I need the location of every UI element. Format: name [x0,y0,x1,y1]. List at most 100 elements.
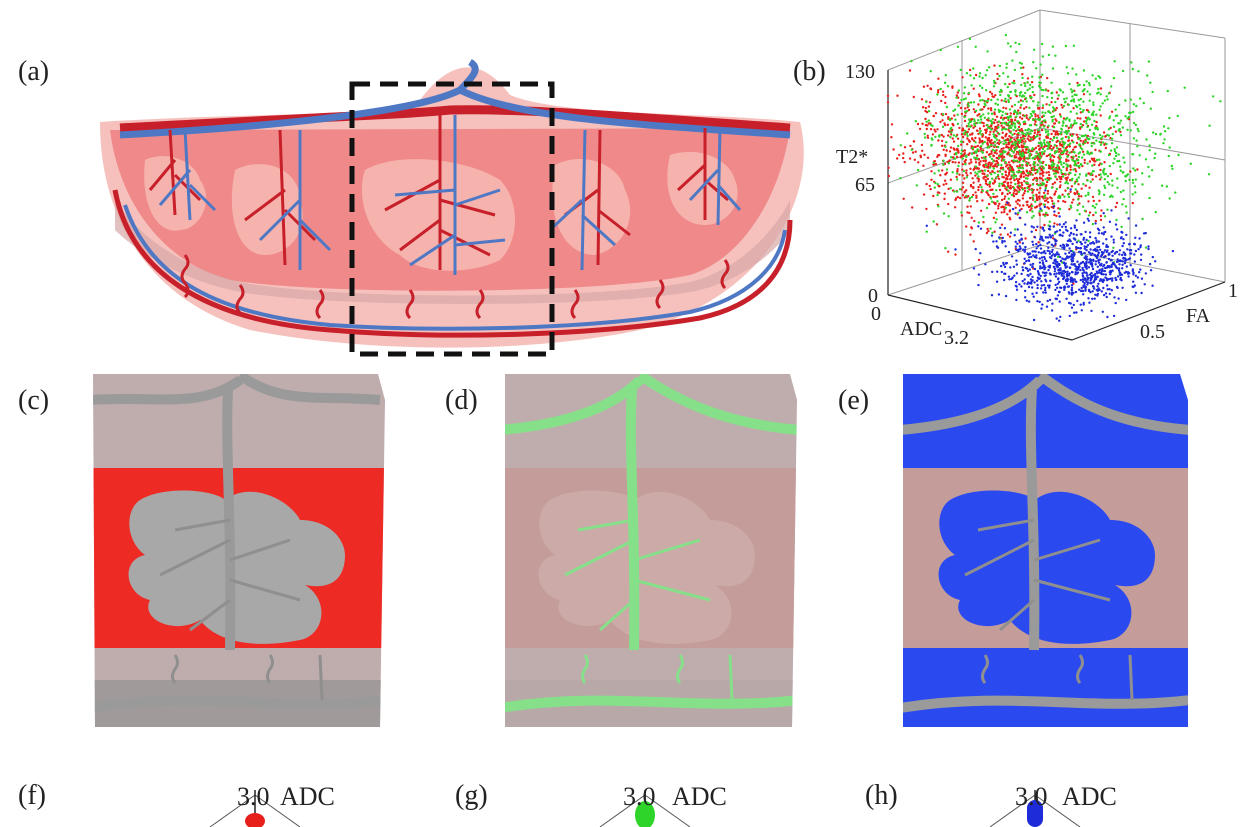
scatter-point [1006,192,1009,196]
scatter-point [1046,201,1050,204]
scatter-point [974,136,977,140]
scatter-point [991,118,994,121]
scatter-point [1036,114,1040,117]
scatter-point [965,189,968,192]
scatter-point [1008,135,1011,138]
scatter-point [976,154,979,157]
scatter-point [969,205,972,208]
scatter-point [963,177,966,180]
scatter-point [995,115,999,119]
scatter-point [1053,222,1056,225]
scatter-point [1036,131,1040,134]
scatter-point [1026,146,1029,149]
scatter-point [976,144,980,148]
scatter-point [1046,213,1049,217]
scatter-point [961,163,964,166]
scatter-point [965,132,969,135]
scatter-point [983,140,986,144]
scatter-point [1000,206,1003,209]
scatter-point [1165,185,1169,188]
scatter-point [1037,241,1040,244]
scatter-point [1046,96,1049,99]
scatter-point [1005,143,1008,146]
scatter-point [918,127,922,131]
scatter-point [944,112,948,116]
scatter-point [1044,111,1047,115]
scatter-point [966,205,969,208]
scatter-point [1114,130,1118,133]
scatter-point [1003,197,1006,201]
scatter-point [912,140,916,143]
scatter-point [961,168,964,171]
scatter-point [922,164,925,167]
scatter-point [944,153,947,156]
scatter-point [980,186,983,189]
scatter-point [977,178,981,181]
scatter-point [1100,176,1103,179]
scatter-point [999,233,1002,236]
scatter-point [977,258,981,262]
scatter-point [1041,179,1045,182]
scatter-point [942,212,946,215]
scatter-point [977,185,980,189]
scatter-point [1062,165,1065,169]
scatter-point [958,196,962,200]
scatter-point [1005,62,1008,66]
scatter-point [987,193,990,197]
scatter-point [1075,73,1078,76]
scatter-point [1006,163,1009,167]
scatter-point [945,182,948,185]
scatter-point [978,84,982,88]
scatter-point [1002,142,1006,146]
scatter-point [1012,186,1016,190]
scatter-point [992,192,995,196]
scatter-point [1061,193,1064,196]
scatter-point [978,127,982,130]
scatter-point [1124,99,1127,102]
scatter-point [1098,178,1102,181]
scatter-point [1019,164,1022,167]
scatter-point [1026,174,1030,177]
scatter-point [1091,195,1095,199]
scatter-point [985,69,989,72]
scatter-point [1036,188,1039,191]
scatter-point [998,150,1002,153]
scatter-point [920,98,924,101]
scatter-point [966,211,969,214]
scatter-point [902,197,905,200]
scatter-point [1060,127,1063,130]
scatter-point [1038,204,1041,207]
scatter-point [922,85,926,88]
scatter-point [966,137,969,140]
scatter-point [1089,180,1093,183]
scatter-point [962,153,965,156]
scatter-point [1019,176,1023,179]
scatter-point [940,139,944,143]
scatter-point [956,168,959,171]
scatter-point [1055,91,1059,94]
scatter-point [1057,211,1060,215]
scatter-point [977,188,980,192]
scatter-point [1054,190,1058,193]
scatter-point [962,129,965,132]
scatter-point [927,105,930,108]
scatter-point [1067,136,1071,140]
scatter-point [961,194,965,197]
scatter-point [1028,170,1031,173]
scatter-point [987,153,991,156]
scatter-point [986,183,989,186]
scatter-point [1092,101,1095,104]
scatter-point [971,177,974,180]
scatter-point [1003,208,1006,211]
scatter-point [1025,116,1029,120]
scatter-point [1026,88,1029,92]
scatter-point [965,171,968,175]
scatter-point [972,186,975,190]
scatter-point [978,137,981,140]
scatter-point [935,223,939,226]
scatter-point [1023,189,1027,193]
scatter-point [921,106,925,109]
scatter-point [1074,145,1078,148]
scatter-point [1026,77,1030,80]
scatter-point [956,45,960,48]
